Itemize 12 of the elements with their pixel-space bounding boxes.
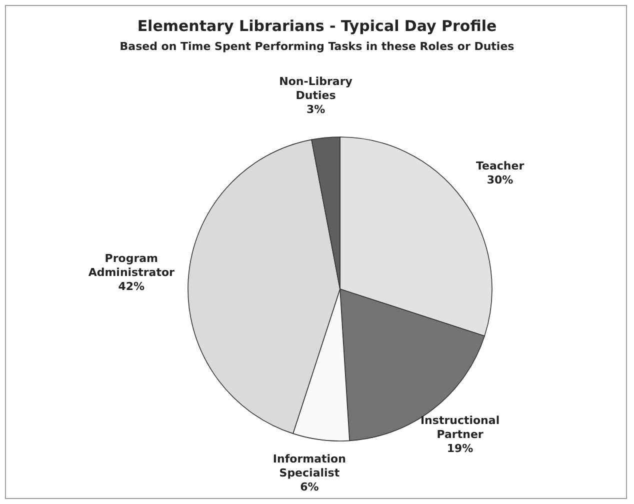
chart-subtitle: Based on Time Spent Performing Tasks in these Roles or Duties	[118, 40, 516, 53]
slice-label: Information Specialist	[272, 452, 346, 479]
data-label: 19%	[446, 442, 474, 455]
data-label: 30%	[486, 172, 514, 186]
slice-label: Teacher	[476, 158, 525, 172]
slice-label: Non-Library Duties	[279, 74, 352, 102]
chart-title: Elementary Librarians - Typical Day Profile	[136, 17, 498, 35]
data-label: 6%	[300, 480, 319, 493]
data-label: 3%	[306, 102, 326, 116]
slice-label: Instructional Partner	[420, 414, 500, 441]
data-label: 42%	[118, 280, 145, 293]
slice-label: Program Administrator	[88, 252, 176, 279]
